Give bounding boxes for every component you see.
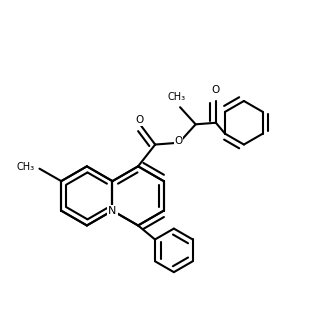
Text: O: O — [174, 137, 183, 146]
Text: CH₃: CH₃ — [168, 92, 186, 102]
Text: CH₃: CH₃ — [17, 162, 35, 172]
Text: O: O — [212, 85, 220, 95]
Text: N: N — [108, 206, 117, 216]
Text: N: N — [108, 206, 116, 216]
Text: O: O — [135, 115, 144, 125]
